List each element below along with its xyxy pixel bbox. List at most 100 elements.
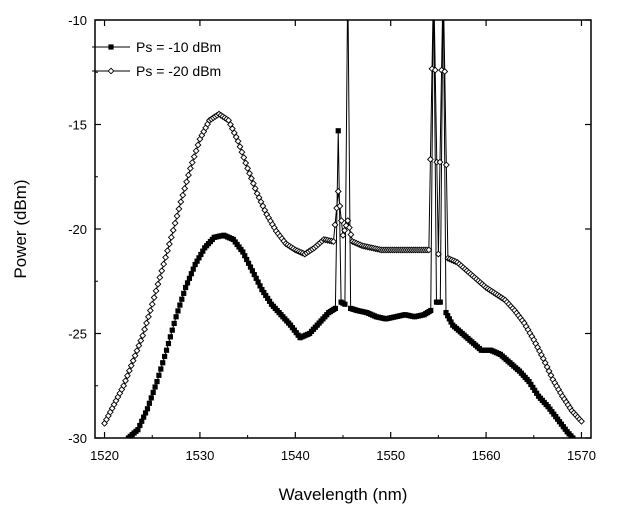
data-point xyxy=(334,187,342,195)
data-point xyxy=(236,143,244,151)
data-point xyxy=(534,390,540,396)
data-point xyxy=(425,246,433,254)
data-point xyxy=(194,258,200,264)
data-point xyxy=(135,342,143,350)
data-point xyxy=(335,128,341,134)
data-point xyxy=(344,217,352,225)
y-tick-label: -10 xyxy=(68,13,87,28)
data-point xyxy=(428,65,436,73)
data-point xyxy=(160,360,166,366)
data-point xyxy=(177,302,183,308)
data-point xyxy=(253,275,259,281)
legend-label: Ps = -10 dBm xyxy=(136,39,221,55)
data-point xyxy=(345,224,353,232)
data-point xyxy=(332,305,338,312)
data-point xyxy=(175,205,183,213)
series-2 xyxy=(101,20,585,427)
data-point xyxy=(143,319,150,327)
data-point xyxy=(342,222,350,229)
data-point xyxy=(123,372,131,380)
data-point xyxy=(428,307,434,314)
data-point xyxy=(434,250,442,258)
data-point xyxy=(139,418,145,424)
data-point xyxy=(431,66,439,74)
data-point xyxy=(339,231,347,239)
data-point xyxy=(448,319,454,325)
data-point xyxy=(165,340,172,347)
data-point xyxy=(122,377,129,385)
data-point xyxy=(190,266,196,272)
data-point xyxy=(198,251,204,258)
data-point xyxy=(532,387,538,393)
data-point xyxy=(192,147,200,155)
data-point xyxy=(186,164,194,172)
data-point xyxy=(141,414,147,420)
y-tick-label: -15 xyxy=(68,118,87,133)
data-point xyxy=(148,300,156,308)
y-axis-title: Power (dBm) xyxy=(11,179,30,278)
data-point xyxy=(244,256,250,263)
data-point xyxy=(169,226,177,234)
x-tick-label: 1520 xyxy=(90,448,119,463)
data-point xyxy=(242,253,248,259)
data-point xyxy=(181,185,189,192)
data-point xyxy=(341,226,349,234)
data-point xyxy=(179,191,187,199)
data-point xyxy=(160,260,168,268)
data-point xyxy=(342,301,348,307)
x-tick-label: 1570 xyxy=(567,448,596,463)
data-point xyxy=(251,271,257,278)
data-point xyxy=(154,280,162,288)
data-point xyxy=(158,267,166,275)
y-tick-label: -20 xyxy=(68,222,87,237)
x-tick-label: 1550 xyxy=(376,448,405,463)
data-point xyxy=(144,313,152,321)
data-point xyxy=(184,280,191,286)
data-point xyxy=(194,141,202,149)
data-point xyxy=(165,240,173,248)
y-axis: -30 -25 -20 -15 -10 xyxy=(68,13,591,446)
data-point xyxy=(186,275,193,281)
data-point xyxy=(171,219,179,227)
data-point xyxy=(190,153,198,161)
data-point xyxy=(337,217,345,225)
data-point xyxy=(152,384,158,390)
data-point xyxy=(528,381,534,388)
data-point xyxy=(162,253,170,261)
data-point xyxy=(570,435,576,438)
data-point xyxy=(436,158,444,166)
y-tick-label: -25 xyxy=(68,327,87,342)
data-point xyxy=(526,378,532,385)
data-point xyxy=(242,159,250,167)
data-point xyxy=(120,382,128,390)
data-point xyxy=(247,174,255,182)
data-point xyxy=(265,295,271,301)
data-point xyxy=(173,212,181,220)
data-point xyxy=(148,395,154,401)
data-point xyxy=(177,198,185,206)
data-point xyxy=(167,334,173,340)
data-point xyxy=(331,221,339,229)
data-point xyxy=(336,202,344,210)
data-point xyxy=(234,137,242,145)
data-point xyxy=(249,268,255,274)
data-point xyxy=(244,164,252,172)
data-point xyxy=(240,249,246,255)
data-point xyxy=(530,384,536,391)
data-point xyxy=(173,314,179,320)
data-point xyxy=(175,308,181,314)
legend-label: Ps = -20 dBm xyxy=(136,63,221,79)
data-point xyxy=(142,410,149,416)
data-point xyxy=(162,353,168,360)
data-point xyxy=(192,261,198,268)
data-point xyxy=(183,178,191,186)
data-point xyxy=(144,406,151,412)
y-tick-label: -30 xyxy=(68,431,87,446)
data-point xyxy=(154,378,160,385)
data-point xyxy=(574,440,579,445)
data-point xyxy=(150,389,156,396)
data-point xyxy=(578,417,585,425)
data-point xyxy=(135,427,141,433)
data-point xyxy=(441,68,449,75)
